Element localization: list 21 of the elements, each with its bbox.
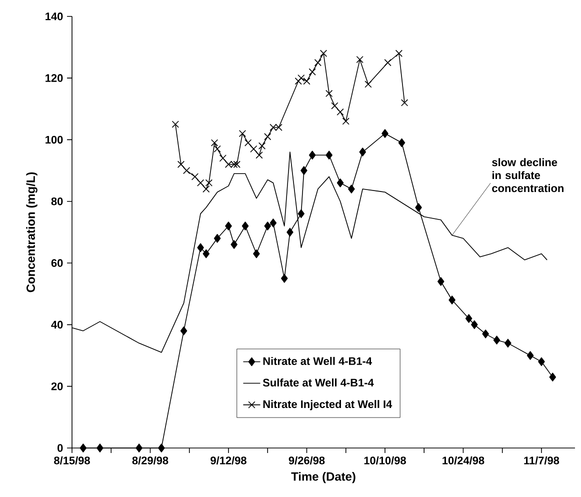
y-tick-label: 120: [46, 74, 63, 82]
y-axis-title: Concentration (mg/L): [26, 172, 38, 292]
legend-label: Nitrate at Well 4-B1-4: [263, 356, 372, 365]
x-tick-label: 11/7/98: [524, 456, 560, 464]
x-tick-label: 10/24/98: [442, 456, 484, 464]
y-tick-label: 60: [51, 259, 63, 267]
legend-label: Nitrate Injected at Well I4: [263, 400, 392, 410]
y-tick-label: 100: [46, 136, 63, 144]
x-tick-label: 8/15/98: [54, 456, 90, 464]
y-tick-label: 20: [51, 382, 63, 390]
y-tick-label: 140: [46, 12, 63, 20]
x-tick-label: 9/26/98: [288, 456, 325, 464]
legend-label: Sulfate at Well 4-B1-4: [262, 378, 374, 387]
x-tick-label: 10/10/98: [364, 456, 406, 464]
x-tick-label: 8/29/98: [132, 456, 168, 464]
y-tick-label: 40: [51, 320, 63, 329]
y-tick-label: 80: [51, 197, 63, 206]
y-tick-label: 0: [58, 444, 63, 452]
annotation: slow decline in sulfate concentration: [492, 158, 564, 192]
x-axis-title: Time (Date): [291, 472, 356, 484]
x-tick-label: 9/12/98: [210, 456, 246, 464]
